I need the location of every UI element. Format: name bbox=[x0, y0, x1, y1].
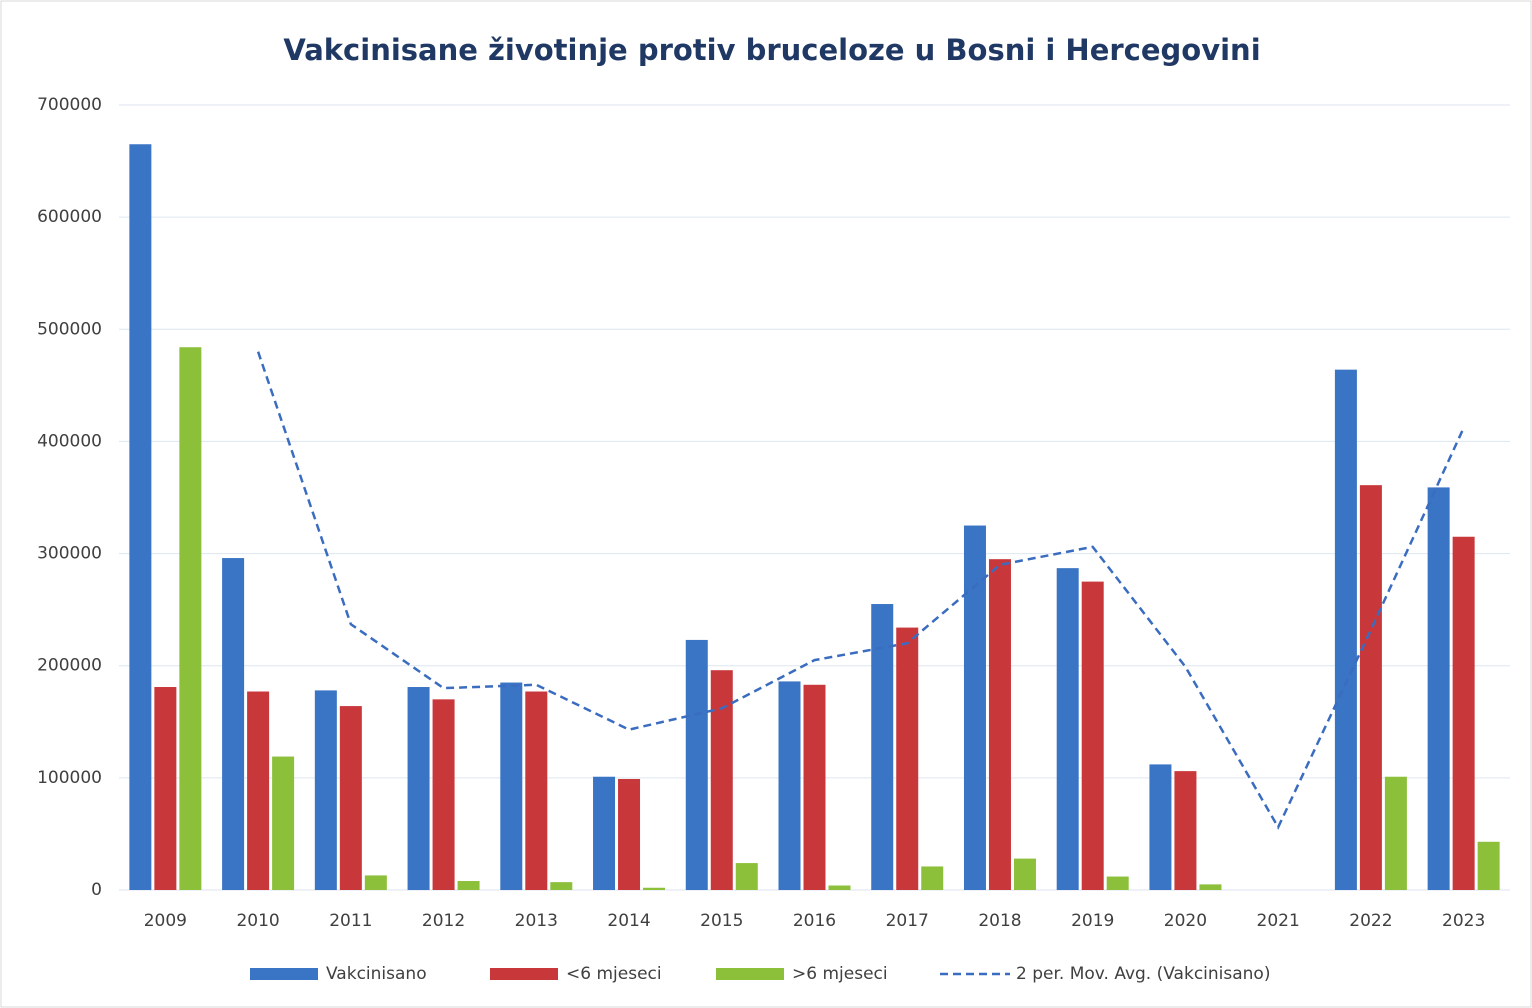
y-tick-label: 300000 bbox=[37, 544, 102, 564]
legend-swatch bbox=[250, 968, 318, 980]
legend-swatch bbox=[490, 968, 558, 980]
x-tick-label: 2013 bbox=[515, 911, 558, 931]
bar bbox=[643, 887, 666, 890]
x-tick-label: 2016 bbox=[793, 911, 836, 931]
bar bbox=[500, 682, 523, 890]
bar bbox=[1477, 841, 1500, 890]
bar bbox=[1334, 369, 1357, 891]
y-tick-label: 500000 bbox=[37, 319, 102, 339]
bar bbox=[685, 639, 708, 890]
y-tick-label: 100000 bbox=[37, 768, 102, 788]
bar bbox=[272, 756, 295, 890]
bar bbox=[1106, 876, 1129, 890]
bar bbox=[1174, 771, 1197, 890]
y-tick-label: 0 bbox=[91, 880, 102, 900]
legend-label: >6 mjeseci bbox=[792, 964, 888, 984]
bar bbox=[1359, 485, 1382, 890]
x-tick-label: 2015 bbox=[700, 911, 743, 931]
bar bbox=[871, 604, 894, 890]
y-tick-label: 600000 bbox=[37, 207, 102, 227]
bar bbox=[828, 885, 851, 890]
bar bbox=[803, 684, 826, 890]
x-tick-label: 2012 bbox=[422, 911, 465, 931]
legend-label: <6 mjeseci bbox=[566, 964, 662, 984]
bar bbox=[1013, 858, 1036, 890]
x-tick-label: 2023 bbox=[1442, 911, 1485, 931]
y-tick-label: 200000 bbox=[37, 656, 102, 676]
bar bbox=[1452, 536, 1475, 890]
bar bbox=[921, 866, 944, 890]
bar bbox=[339, 706, 362, 890]
x-tick-label: 2020 bbox=[1164, 911, 1207, 931]
bar bbox=[222, 558, 245, 890]
bar bbox=[778, 681, 801, 890]
bar bbox=[179, 347, 202, 890]
bar bbox=[1427, 487, 1450, 890]
bar bbox=[963, 525, 986, 890]
x-tick-label: 2009 bbox=[144, 911, 187, 931]
x-tick-label: 2011 bbox=[329, 911, 372, 931]
y-tick-label: 400000 bbox=[37, 431, 102, 451]
x-tick-label: 2021 bbox=[1257, 911, 1300, 931]
x-tick-label: 2019 bbox=[1071, 911, 1114, 931]
bar bbox=[735, 863, 758, 890]
bar bbox=[314, 690, 337, 890]
bar bbox=[1081, 581, 1104, 890]
bar bbox=[129, 144, 152, 890]
chart-title: Vakcinisane životinje protiv bruceloze u… bbox=[283, 33, 1260, 67]
legend-label: Vakcinisano bbox=[326, 964, 427, 984]
x-tick-label: 2018 bbox=[978, 911, 1021, 931]
bar bbox=[593, 776, 616, 890]
bar bbox=[247, 691, 270, 890]
bar bbox=[1149, 764, 1172, 890]
bar bbox=[618, 778, 641, 890]
x-tick-label: 2022 bbox=[1349, 911, 1392, 931]
bar bbox=[407, 687, 430, 890]
bar bbox=[1384, 776, 1407, 890]
bar bbox=[1056, 568, 1079, 890]
bar bbox=[988, 559, 1011, 890]
bar bbox=[550, 882, 573, 890]
bar bbox=[1199, 884, 1222, 890]
x-tick-label: 2010 bbox=[236, 911, 279, 931]
bar bbox=[432, 699, 455, 890]
x-tick-label: 2017 bbox=[886, 911, 929, 931]
bar bbox=[896, 627, 919, 890]
x-tick-label: 2014 bbox=[607, 911, 650, 931]
legend-swatch bbox=[716, 968, 784, 980]
y-tick-label: 700000 bbox=[37, 95, 102, 115]
bar bbox=[710, 670, 733, 890]
bar bbox=[364, 875, 387, 890]
bar bbox=[457, 881, 480, 890]
bar bbox=[525, 691, 548, 890]
bar bbox=[154, 687, 177, 890]
legend-label: 2 per. Mov. Avg. (Vakcinisano) bbox=[1016, 964, 1270, 984]
